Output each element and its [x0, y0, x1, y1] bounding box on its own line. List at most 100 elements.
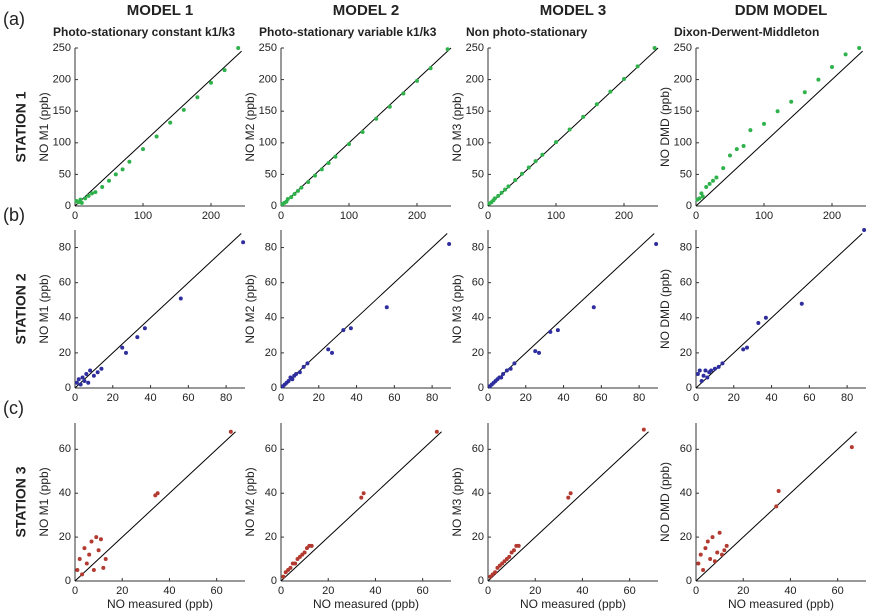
identity-line — [487, 431, 649, 582]
point — [720, 361, 725, 366]
point — [222, 68, 227, 73]
y-tick-label: 0 — [65, 200, 71, 212]
point — [127, 159, 132, 164]
point — [141, 147, 145, 152]
x-tick-label: 40 — [350, 392, 362, 404]
point — [96, 548, 101, 553]
y-tick-label: 20 — [265, 347, 277, 359]
x-tick-label: 0 — [485, 210, 491, 222]
x-tick-label: 20 — [322, 585, 334, 597]
x-tick-label: 0 — [485, 585, 491, 597]
point — [695, 371, 700, 376]
x-tick-label: 20 — [313, 392, 325, 404]
point — [704, 185, 709, 190]
y-axis-label: NO M3 (ppb) — [450, 92, 464, 161]
point — [154, 134, 159, 139]
x-tick-label: 20 — [116, 585, 128, 597]
identity-line — [487, 233, 655, 389]
point — [724, 543, 729, 548]
x-tick-label: 0 — [693, 210, 699, 222]
x-tick-label: 0 — [693, 392, 699, 404]
point — [830, 64, 834, 69]
y-tick-label: 250 — [53, 42, 71, 54]
identity-line — [74, 233, 242, 389]
y-tick-label: 200 — [53, 74, 71, 86]
y-tick-label: 60 — [472, 277, 484, 289]
y-tick-label: 100 — [674, 137, 692, 149]
point — [75, 568, 80, 573]
y-tick-label: 80 — [265, 241, 277, 253]
point — [241, 240, 246, 245]
y-tick-label: 0 — [65, 575, 71, 587]
point — [305, 361, 310, 366]
y-tick-label: 80 — [680, 241, 692, 253]
point — [236, 46, 241, 50]
point — [503, 187, 507, 192]
point — [281, 574, 286, 579]
y-tick-label: 0 — [65, 382, 71, 394]
point — [326, 161, 331, 166]
point — [294, 371, 299, 376]
point — [499, 190, 504, 195]
y-tick-label: 40 — [472, 487, 484, 499]
x-tick-label: 80 — [633, 392, 645, 404]
point — [715, 550, 720, 555]
y-axis-label: NO DMD (ppb) — [658, 462, 672, 542]
y-tick-label: 0 — [686, 200, 692, 212]
point — [341, 328, 346, 333]
point — [568, 491, 573, 496]
panel-letter: (c) — [3, 398, 24, 418]
y-tick-label: 80 — [59, 241, 71, 253]
point — [540, 152, 545, 157]
x-tick-label: 40 — [163, 585, 175, 597]
x-tick-label: 0 — [278, 392, 284, 404]
point — [703, 546, 708, 551]
y-tick-label: 60 — [680, 277, 692, 289]
point — [504, 368, 509, 373]
point — [84, 371, 89, 376]
point — [384, 305, 389, 310]
point — [360, 130, 365, 135]
point — [168, 120, 173, 125]
point — [74, 380, 79, 385]
y-tick-label: 60 — [59, 277, 71, 289]
x-tick-label: 60 — [595, 392, 607, 404]
point — [120, 345, 125, 350]
column-title: MODEL 3 — [540, 2, 606, 19]
point — [492, 196, 497, 201]
point — [86, 193, 91, 198]
point — [533, 349, 538, 354]
point — [526, 165, 531, 170]
point — [87, 552, 92, 557]
point — [415, 78, 419, 83]
y-tick-label: 20 — [59, 531, 71, 543]
x-tick-label: 0 — [278, 210, 284, 222]
point — [756, 321, 761, 326]
point — [297, 370, 302, 375]
point — [622, 76, 626, 81]
point — [228, 429, 233, 434]
point — [326, 347, 331, 352]
point — [843, 52, 848, 57]
point — [313, 173, 317, 178]
point — [374, 116, 379, 121]
y-tick-label: 60 — [265, 277, 277, 289]
point — [697, 196, 702, 201]
point — [107, 178, 111, 183]
point — [301, 364, 306, 369]
y-tick-label: 60 — [59, 443, 71, 455]
y-tick-label: 40 — [59, 312, 71, 324]
point — [512, 361, 517, 366]
x-tick-label: 100 — [340, 210, 358, 222]
column-title: DDM MODEL — [735, 2, 828, 19]
x-tick-label: 0 — [693, 585, 699, 597]
point — [359, 495, 364, 500]
identity-line — [487, 47, 659, 207]
column-subtitle: Photo-stationary constant k1/k3 — [53, 25, 235, 39]
x-tick-label: 200 — [408, 210, 426, 222]
x-tick-label: 200 — [823, 210, 841, 222]
y-tick-label: 50 — [680, 168, 692, 180]
station-label: STATION 2 — [13, 273, 29, 344]
point — [499, 375, 504, 380]
x-tick-label: 40 — [144, 392, 156, 404]
